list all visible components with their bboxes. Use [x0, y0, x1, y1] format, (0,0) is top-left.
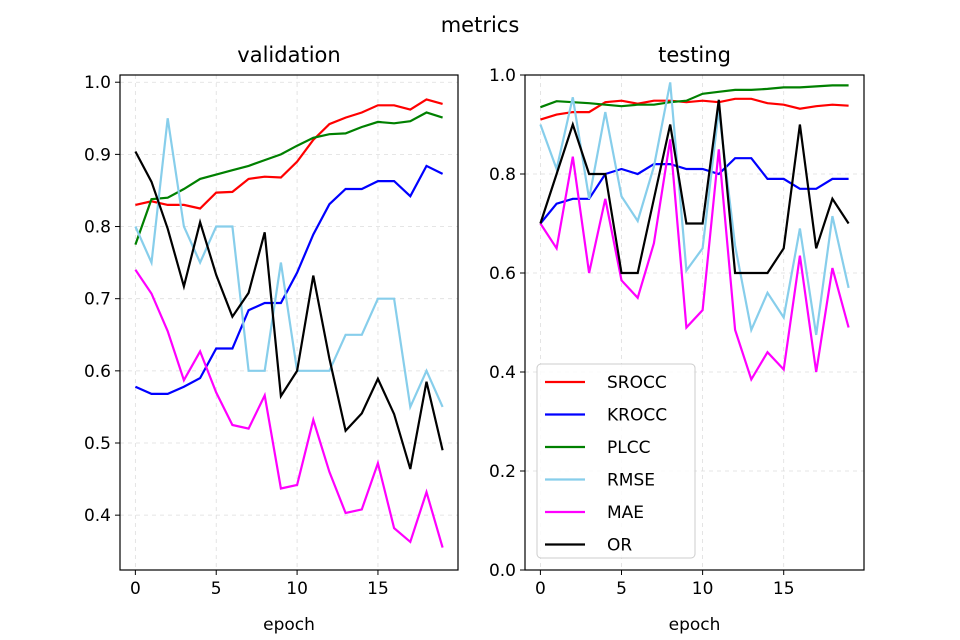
- legend-label-MAE: MAE: [607, 503, 644, 523]
- legend-label-SROCC: SROCC: [607, 373, 667, 393]
- series-line-SROCC: [540, 97, 849, 121]
- legend-label-KROCC: KROCC: [607, 406, 667, 426]
- y-tick-label: 1.0: [84, 73, 111, 93]
- legend-label-RMSE: RMSE: [607, 471, 655, 491]
- series-line-PLCC: [134, 111, 443, 245]
- series-line-MAE: [539, 139, 850, 383]
- y-tick-label: 1.0: [489, 66, 516, 86]
- x-tick-label: 0: [130, 579, 141, 599]
- series-line-RMSE: [134, 118, 444, 411]
- legend-label-PLCC: PLCC: [607, 438, 650, 458]
- y-tick-label: 0.6: [84, 362, 111, 382]
- x-tick-label: 10: [692, 579, 714, 599]
- series-line-PLCC: [540, 84, 849, 109]
- panel-title: validation: [237, 43, 340, 67]
- y-tick-label: 0.6: [489, 264, 516, 284]
- x-axis-label: epoch: [669, 615, 721, 635]
- series-line-SROCC: [135, 98, 443, 210]
- y-tick-label: 0.8: [489, 165, 516, 185]
- x-tick-label: 5: [211, 579, 222, 599]
- x-tick-label: 15: [367, 579, 389, 599]
- y-tick-label: 0.0: [489, 561, 516, 581]
- legend-label-OR: OR: [607, 536, 632, 556]
- series-line-KROCC: [539, 157, 849, 225]
- series-line-MAE: [134, 269, 444, 548]
- y-tick-label: 0.8: [84, 218, 111, 238]
- panel-testing: testing 0 5 10 15 0.0 0.2 0.4 0.6 0.8 1.0 epoch SROC…: [489, 43, 865, 635]
- axes-frame: [119, 74, 459, 571]
- x-axis-label: epoch: [263, 615, 315, 635]
- axes-frame: [524, 74, 865, 571]
- y-tick-label: 0.9: [84, 145, 111, 165]
- y-tick-label: 0.7: [84, 290, 111, 310]
- legend-box: [536, 363, 696, 559]
- y-tick-label: 0.5: [84, 434, 111, 454]
- panel-validation: validation 0 5 10 15 0.4 0.5 0.6 0.7 0.8 0.9 1.0 epo…: [84, 43, 459, 635]
- legend: SROCC KROCC PLCC RMSE MAE OR: [536, 363, 696, 559]
- y-tick-label: 0.4: [84, 506, 111, 526]
- series-line-RMSE: [539, 82, 850, 336]
- x-tick-label: 15: [773, 579, 795, 599]
- series-line-KROCC: [134, 164, 444, 395]
- series-line-OR: [539, 99, 850, 275]
- x-tick-label: 0: [535, 579, 546, 599]
- x-tick-label: 5: [616, 579, 627, 599]
- figure-title: metrics: [441, 13, 520, 37]
- series-line-OR: [134, 150, 444, 470]
- panel-title: testing: [658, 43, 731, 67]
- y-tick-label: 0.2: [489, 462, 516, 482]
- y-tick-label: 0.4: [489, 363, 516, 383]
- x-tick-label: 10: [286, 579, 308, 599]
